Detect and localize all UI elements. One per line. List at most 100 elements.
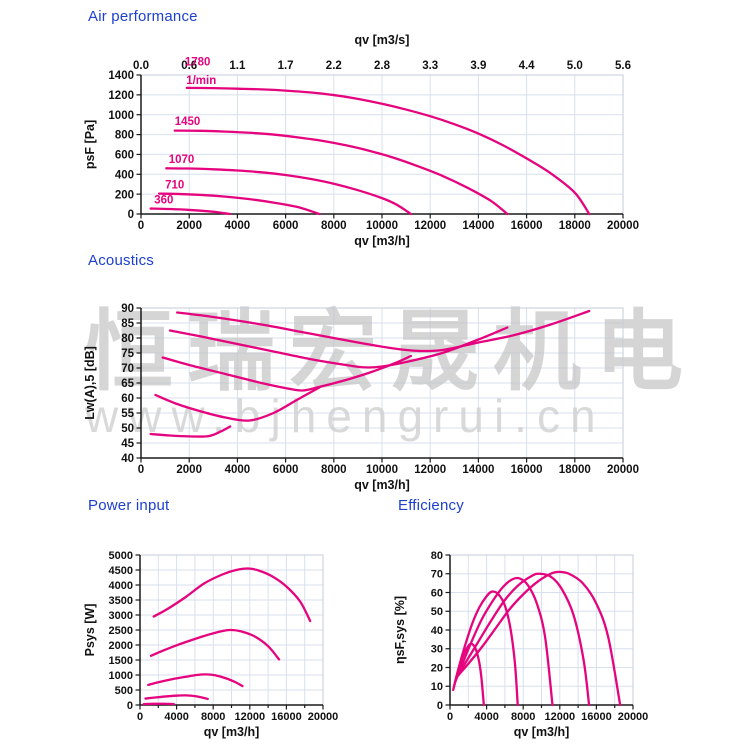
svg-text:12000: 12000 (545, 711, 576, 723)
tick-labels: 0 2000 4000 6000 8000 10000 12000 14000 16000 180… (108, 60, 639, 232)
top-axis-title: qv [m3/s] (355, 33, 410, 47)
series-group (142, 567, 312, 706)
svg-text:18000: 18000 (559, 464, 591, 476)
svg-text:20000: 20000 (618, 711, 649, 723)
svg-text:5000: 5000 (109, 550, 133, 562)
svg-text:90: 90 (121, 303, 134, 315)
svg-text:5.0: 5.0 (567, 60, 583, 72)
svg-text:16000: 16000 (271, 711, 302, 723)
svg-text:1.1: 1.1 (229, 60, 246, 72)
svg-text:50: 50 (431, 606, 443, 618)
acoustics-title: Acoustics (88, 252, 154, 269)
efficiency-chart: 0 4000 8000 12000 16000 20000 0 10 20 30 40 50 60 70 8… (390, 540, 660, 740)
svg-text:14000: 14000 (462, 220, 494, 232)
curve-360 (149, 425, 232, 438)
svg-text:1.7: 1.7 (278, 60, 294, 72)
svg-text:1400: 1400 (108, 70, 134, 82)
series-group (452, 570, 622, 707)
svg-text:3500: 3500 (109, 595, 133, 607)
x-axis-title: qv [m3/h] (354, 234, 410, 248)
svg-text:1200: 1200 (108, 90, 134, 102)
tick-marks (136, 74, 624, 219)
svg-text:2000: 2000 (109, 640, 133, 652)
svg-text:0: 0 (128, 209, 134, 221)
curve-label-1-min: 1/min (186, 75, 216, 87)
curve-1450 (173, 129, 509, 216)
efficiency-svg: 0 4000 8000 12000 16000 20000 0 10 20 30 40 50 60 70 8… (393, 550, 649, 739)
x-axis-title: qv [m3/h] (354, 478, 410, 492)
tick-marks (135, 554, 324, 710)
curve-1780 (185, 86, 591, 216)
svg-text:18000: 18000 (559, 220, 591, 232)
svg-text:85: 85 (121, 318, 134, 330)
svg-text:200: 200 (115, 189, 134, 201)
svg-text:2000: 2000 (176, 220, 202, 232)
svg-text:60: 60 (431, 587, 443, 599)
efficiency-title: Efficiency (398, 497, 464, 514)
svg-text:400: 400 (115, 169, 134, 181)
svg-text:1000: 1000 (109, 670, 133, 682)
power-input-title: Power input (88, 497, 170, 514)
acoustics-chart: 恒瑞宏晟机电 www.bjhengrui.cn 0 2000 4000 6000 8000 1… (80, 280, 683, 492)
svg-text:80: 80 (121, 333, 134, 345)
curve-1450 (149, 628, 281, 661)
svg-text:75: 75 (121, 348, 134, 360)
curve-1450 (168, 326, 509, 369)
curve-710 (144, 694, 209, 701)
svg-text:0: 0 (138, 464, 144, 476)
svg-text:0: 0 (137, 711, 143, 723)
svg-text:1000: 1000 (108, 110, 134, 122)
svg-text:45: 45 (121, 438, 134, 450)
svg-text:70: 70 (431, 569, 443, 581)
svg-text:0.0: 0.0 (133, 60, 149, 72)
y-axis-title: psF [Pa] (83, 120, 97, 169)
curve-710 (452, 590, 519, 707)
svg-text:4000: 4000 (164, 711, 188, 723)
svg-text:50: 50 (121, 423, 134, 435)
svg-text:14000: 14000 (462, 464, 494, 476)
svg-text:2000: 2000 (176, 464, 202, 476)
svg-text:12000: 12000 (414, 464, 446, 476)
curve-710 (157, 192, 321, 216)
svg-text:16000: 16000 (511, 464, 543, 476)
svg-text:2500: 2500 (109, 625, 133, 637)
svg-text:30: 30 (431, 644, 443, 656)
svg-text:8000: 8000 (321, 464, 347, 476)
svg-text:20000: 20000 (308, 711, 339, 723)
air-performance-title: Air performance (88, 8, 198, 25)
svg-text:10000: 10000 (366, 220, 398, 232)
svg-text:12000: 12000 (414, 220, 446, 232)
svg-text:0: 0 (437, 700, 443, 712)
svg-text:16000: 16000 (581, 711, 612, 723)
svg-text:500: 500 (115, 685, 133, 697)
watermark-url-text: www.bjhengrui.cn (84, 390, 606, 442)
svg-text:800: 800 (115, 130, 134, 142)
svg-text:10000: 10000 (366, 464, 398, 476)
tick-labels: 0 4000 8000 12000 16000 20000 0 10 20 30 40 50 60 70 8… (431, 550, 649, 723)
svg-text:2.8: 2.8 (374, 60, 391, 72)
curve-710 (154, 386, 321, 422)
svg-text:8000: 8000 (201, 711, 225, 723)
svg-text:6000: 6000 (273, 220, 299, 232)
svg-text:20000: 20000 (607, 464, 639, 476)
svg-text:70: 70 (121, 363, 134, 375)
grid (141, 74, 624, 215)
curve-1070 (453, 576, 554, 707)
y-axis-title: ηsF,sys [%] (393, 596, 407, 664)
svg-text:8000: 8000 (321, 220, 347, 232)
curve-1070 (147, 673, 244, 688)
svg-text:20000: 20000 (607, 220, 639, 232)
svg-text:40: 40 (121, 453, 134, 465)
y-axis-title: Psys [W] (83, 604, 97, 657)
curve-label-1070: 1070 (169, 154, 195, 166)
svg-text:0: 0 (127, 700, 133, 712)
curve-1780 (455, 570, 622, 707)
power-svg: 0 4000 8000 12000 16000 20000 0 500 1000 1500 2000… (83, 550, 339, 739)
svg-text:4.4: 4.4 (519, 60, 536, 72)
air-svg: 0 2000 4000 6000 8000 10000 12000 14000 16000 180… (83, 33, 639, 248)
svg-text:600: 600 (115, 150, 134, 162)
svg-text:4500: 4500 (109, 565, 133, 577)
curve-1070 (161, 354, 413, 392)
curve-1780 (152, 567, 312, 623)
y-axis-title: Lw(A),5 [dB] (83, 346, 97, 420)
